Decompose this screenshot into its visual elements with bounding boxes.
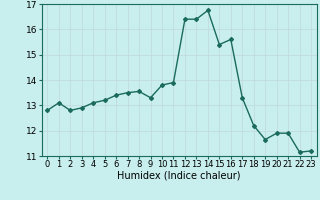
X-axis label: Humidex (Indice chaleur): Humidex (Indice chaleur): [117, 171, 241, 181]
